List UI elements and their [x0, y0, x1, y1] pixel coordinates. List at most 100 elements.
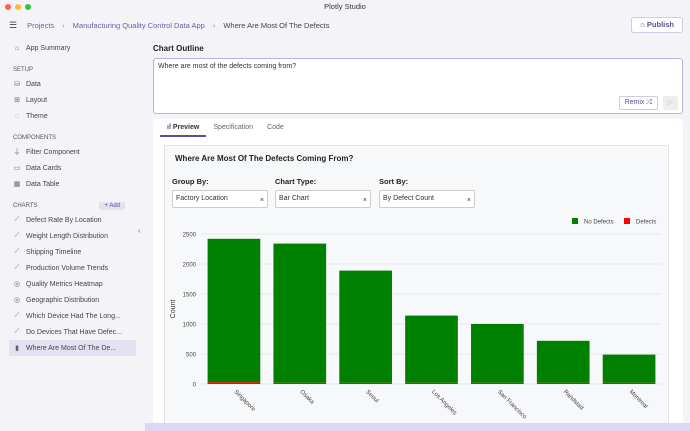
- footer-bar: [145, 423, 690, 431]
- table-icon: ▦: [13, 181, 21, 188]
- breadcrumb-projects[interactable]: Projects: [27, 20, 55, 30]
- bar-no-defects[interactable]: [405, 315, 458, 383]
- group-by-dropdown[interactable]: Factory Location ×: [172, 190, 268, 208]
- y-tick-label: 2500: [183, 233, 197, 239]
- x-tick-label: Osaka: [298, 389, 315, 406]
- globe-icon: ◎: [13, 281, 21, 288]
- bar-chart: 0 500 1000 1500 2000 2500 Count Singapore Osaka S…: [170, 218, 662, 421]
- setup-section-label: SETUP: [13, 67, 34, 73]
- palette-icon: ◌: [14, 112, 20, 120]
- minimize-window-button[interactable]: [15, 4, 21, 10]
- sidebar-item-app-summary[interactable]: ⌂ App Summary: [14, 44, 71, 52]
- layout-icon: ⊞: [14, 97, 20, 104]
- x-tick-label: Seoul: [364, 389, 379, 404]
- chart-icon: ⟋: [14, 216, 20, 223]
- bar-chart-icon: ▮: [15, 345, 19, 352]
- group-by-control: Group By: Factory Location ×: [172, 177, 268, 208]
- add-chart-button[interactable]: + Add: [99, 202, 125, 210]
- sidebar-item-where-are-most-of-the-de[interactable]: ▮ Where Are Most Of The De...: [9, 340, 136, 356]
- bar-defects[interactable]: [536, 382, 590, 384]
- chart-icon: ⟋: [14, 248, 20, 255]
- sidebar-item-geographic-distribution[interactable]: ◎ Geographic Distribution: [13, 296, 100, 305]
- y-tick-label: 500: [186, 353, 197, 359]
- maximize-window-button[interactable]: [25, 4, 31, 10]
- sidebar-item-production-volume-trends[interactable]: ⟋ Production Volume Trends: [14, 264, 109, 272]
- chart-title: Where Are Most Of The Defects Coming Fro…: [175, 154, 354, 163]
- x-tick-label: Los Angeles: [430, 389, 457, 416]
- sidebar: ⌂ App Summary SETUP ⛁ Data ⊞ Layout ◌ Theme CO…: [0, 40, 145, 431]
- components-section-label: COMPONENTS: [13, 135, 57, 141]
- chart-card: Where Are Most Of The Defects Coming Fro…: [164, 145, 669, 431]
- menu-icon[interactable]: ☰: [9, 19, 18, 30]
- bar-no-defects[interactable]: [207, 238, 261, 383]
- database-icon: ⛁: [14, 81, 20, 88]
- app-title: Plotly Studio: [324, 2, 366, 11]
- play-icon: ▷: [667, 99, 674, 106]
- sidebar-item-shipping-timeline[interactable]: ⟋ Shipping Timeline: [14, 248, 82, 256]
- sidebar-item-data-table[interactable]: ▦ Data Table: [13, 180, 60, 189]
- tab-bar: ıl Preview Specification Code: [153, 119, 683, 137]
- breadcrumb: ☰ Projects › Manufacturing Quality Contro…: [0, 14, 690, 36]
- chart-type-control: Chart Type: Bar Chart ×: [275, 177, 371, 208]
- chart-icon: ⟋: [14, 312, 20, 319]
- clear-icon[interactable]: ×: [466, 197, 471, 204]
- sidebar-item-data[interactable]: ⛁ Data: [14, 80, 41, 89]
- bar-no-defects[interactable]: [471, 324, 524, 383]
- collapse-sidebar-icon[interactable]: ‹: [138, 226, 141, 235]
- chart-type-dropdown[interactable]: Bar Chart ×: [275, 190, 371, 208]
- tab-code[interactable]: Code: [267, 124, 284, 131]
- y-tick-label: 0: [193, 383, 197, 389]
- clear-icon[interactable]: ×: [259, 197, 264, 204]
- rocket-icon: ⌂: [640, 20, 647, 29]
- y-tick-label: 1500: [183, 293, 197, 299]
- filter-icon: ⏚: [13, 149, 21, 156]
- legend-label[interactable]: No Defects: [584, 220, 614, 226]
- bar-no-defects[interactable]: [273, 243, 327, 383]
- legend-label[interactable]: Defects: [636, 220, 656, 226]
- tab-preview[interactable]: ıl Preview: [160, 119, 207, 137]
- bar-defects[interactable]: [207, 382, 261, 384]
- legend-swatch[interactable]: [624, 218, 630, 224]
- sidebar-item-do-devices-that-have-defec[interactable]: ⟋ Do Devices That Have Defec...: [14, 328, 122, 336]
- y-tick-label: 1000: [183, 323, 197, 329]
- sidebar-item-quality-metrics-heatmap[interactable]: ◎ Quality Metrics Heatmap: [13, 280, 103, 289]
- publish-button[interactable]: ⌂ Publish: [631, 17, 683, 33]
- sidebar-item-layout[interactable]: ⊞ Layout: [14, 96, 48, 105]
- clear-icon[interactable]: ×: [362, 197, 367, 204]
- sort-by-control: Sort By: By Defect Count ×: [379, 177, 475, 208]
- card-icon: ▭: [13, 165, 21, 172]
- sidebar-item-theme[interactable]: ◌ Theme: [14, 112, 48, 120]
- chart-icon: ⟋: [14, 264, 20, 271]
- home-icon: ⌂: [14, 44, 20, 52]
- bar-defects[interactable]: [602, 382, 656, 384]
- breadcrumb-app[interactable]: Manufacturing Quality Control Data App: [72, 20, 205, 30]
- sidebar-item-filter-component[interactable]: ⏚ Filter Component: [13, 148, 80, 157]
- bar-defects[interactable]: [471, 382, 524, 384]
- outline-textarea[interactable]: Where are most of the defects coming fro…: [153, 58, 683, 114]
- legend-swatch[interactable]: [572, 218, 578, 224]
- sidebar-item-which-device-had-the-long[interactable]: ⟋ Which Device Had The Long...: [14, 312, 121, 320]
- bar-no-defects[interactable]: [602, 354, 656, 383]
- bar-defects[interactable]: [405, 382, 458, 384]
- bar-defects[interactable]: [339, 382, 392, 384]
- bar-no-defects[interactable]: [339, 270, 392, 383]
- chart-outline-title: Chart Outline: [153, 44, 204, 53]
- shuffle-icon: ⤮: [646, 99, 652, 106]
- charts-section-label: CHARTS + Add: [0, 200, 145, 212]
- y-axis-label: Count: [170, 300, 177, 319]
- bar-defects[interactable]: [273, 382, 327, 384]
- remix-button[interactable]: Remix ⤮: [618, 96, 658, 110]
- title-bar: Plotly Studio: [0, 0, 690, 14]
- close-window-button[interactable]: [5, 4, 11, 10]
- x-tick-label: Randstad: [562, 389, 584, 411]
- sort-by-dropdown[interactable]: By Defect Count ×: [379, 190, 475, 208]
- bar-no-defects[interactable]: [536, 340, 590, 383]
- chart-icon: ⟋: [14, 328, 20, 335]
- sidebar-item-defect-rate-by-location[interactable]: ⟋ Defect Rate By Location: [14, 216, 102, 224]
- y-tick-label: 2000: [183, 263, 197, 269]
- tab-specification[interactable]: Specification: [213, 124, 254, 131]
- sidebar-item-data-cards[interactable]: ▭ Data Cards: [13, 164, 62, 173]
- chart-icon: ⟋: [14, 232, 20, 239]
- sidebar-item-weight-length-distribution[interactable]: ⟋ Weight Length Distribution: [14, 232, 108, 240]
- send-button[interactable]: ▷: [663, 96, 678, 110]
